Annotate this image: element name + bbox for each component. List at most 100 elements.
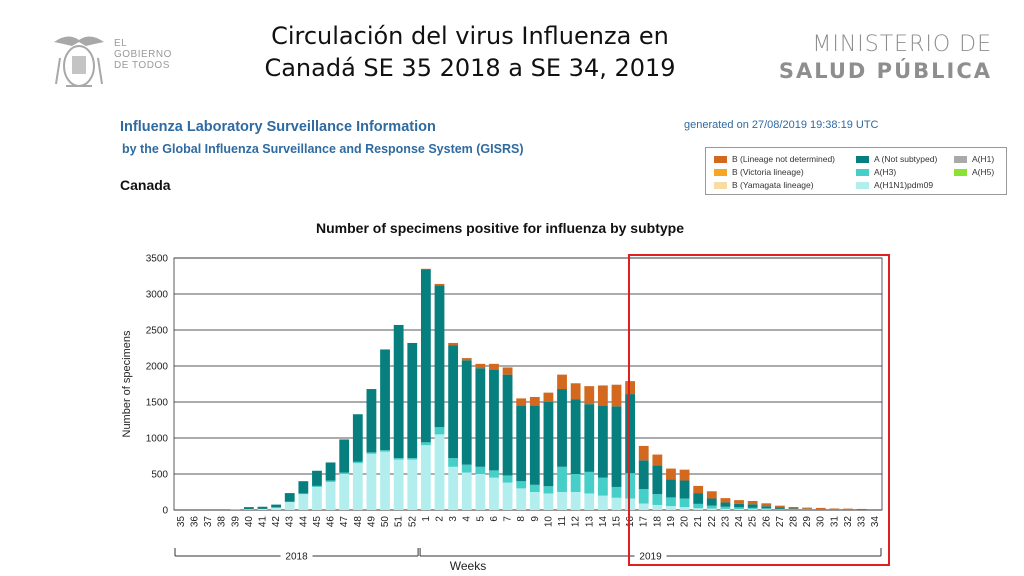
bar-segment [625, 498, 636, 510]
x-tick-label: 32 [843, 516, 854, 528]
bar-segment [679, 480, 690, 499]
bar-segment [720, 502, 731, 507]
bar-segment [625, 394, 636, 474]
gobierno-logo: EL GOBIERNO DE TODOS [48, 28, 178, 98]
bar-segment [448, 342, 459, 346]
bar-segment [366, 453, 377, 510]
highlight-box [628, 254, 890, 566]
bar-segment [325, 481, 336, 510]
x-tick-label: 37 [203, 516, 214, 528]
bar-segment [584, 471, 595, 494]
x-tick-label: 48 [353, 516, 364, 528]
y-tick-label: 3500 [146, 254, 169, 265]
x-tick-label: 1 [421, 516, 432, 522]
bar-segment [652, 465, 663, 495]
bar-segment [584, 386, 595, 405]
plot-frame [173, 257, 883, 511]
report-subheading: by the Global Influenza Surveillance and… [122, 142, 524, 156]
bar-segment [774, 505, 785, 508]
y-tick-label: 1000 [146, 434, 169, 445]
gobierno-text: EL GOBIERNO DE TODOS [114, 38, 172, 71]
bar-segment [407, 342, 418, 459]
legend-swatch [714, 168, 727, 176]
bar-segment [434, 285, 445, 428]
bar-segment [611, 406, 622, 487]
country-label: Canada [120, 177, 171, 193]
x-tick-label: 35 [176, 516, 187, 528]
bar-segment [693, 493, 704, 504]
bar-segment [489, 363, 499, 370]
x-tick-label: 46 [326, 516, 337, 528]
ecuador-coat-of-arms-icon [54, 36, 104, 87]
bar-segment [475, 368, 486, 467]
x-tick-label: 47 [339, 516, 350, 528]
bar-segment [434, 427, 445, 435]
bar-segment [243, 507, 254, 510]
bar-segment [706, 498, 717, 506]
bar-segment [489, 477, 499, 510]
bar-segment [298, 494, 309, 510]
y-tick-label: 1500 [146, 398, 169, 409]
bar-segment [584, 404, 595, 472]
ministry-line2: SALUD PÚBLICA [778, 59, 992, 83]
bar-segment [448, 345, 459, 459]
x-tick-label: 34 [870, 516, 881, 528]
bar-segment [380, 451, 390, 510]
x-tick-label: 44 [298, 516, 309, 528]
x-tick-label: 29 [802, 516, 813, 528]
bar-segment [788, 508, 799, 510]
bar-segment [420, 442, 431, 446]
bar-segment [597, 495, 608, 510]
x-tick-label: 42 [271, 516, 282, 528]
bar-segment [774, 507, 785, 509]
bar-segment [788, 506, 799, 509]
bar-segment [543, 392, 554, 402]
bar-segment [312, 470, 322, 486]
ministry-logo: MINISTERIO DE SALUD PÚBLICA [779, 32, 992, 83]
bar-segment [761, 506, 772, 509]
x-axis-label: Weeks [450, 559, 486, 573]
bar-segment [257, 506, 268, 509]
x-tick-label: 45 [312, 516, 323, 528]
x-tick-label: 3 [448, 516, 459, 522]
bar-segment [706, 505, 717, 509]
bar-segment [611, 486, 622, 498]
bar-segment [434, 283, 445, 286]
bar-segment [543, 493, 554, 510]
x-tick-label: 39 [230, 516, 241, 528]
bar-segment [325, 480, 336, 482]
x-tick-label: 17 [639, 516, 650, 528]
bar-segment [761, 503, 772, 507]
bar-segment [339, 474, 350, 510]
bar-segment [543, 402, 554, 487]
bar-segment [461, 464, 472, 473]
legend-swatch [714, 155, 727, 163]
bar-segment [461, 472, 472, 510]
bar-segment [843, 508, 853, 510]
bar-segment [529, 405, 540, 485]
y-tick-label: 2000 [146, 362, 169, 373]
bar-segment [298, 481, 309, 494]
bar-segment [475, 474, 486, 510]
x-tick-label: 25 [748, 516, 759, 528]
bar-segment [774, 508, 785, 510]
bar-segment [352, 463, 363, 510]
bar-segment [502, 367, 513, 375]
bar-segment [597, 405, 608, 478]
bar-segment [529, 396, 540, 406]
bar-segment [325, 462, 336, 481]
bar-segment [761, 508, 772, 510]
bar-segment [802, 507, 813, 509]
bar-segment [312, 486, 322, 510]
legend-swatch [856, 181, 869, 189]
x-tick-label: 36 [189, 516, 200, 528]
bar-segment [570, 383, 581, 400]
bar-segment [611, 384, 622, 407]
x-tick-label: 31 [829, 516, 840, 528]
bar-segment [679, 498, 690, 508]
bar-segment [625, 473, 636, 499]
x-tick-label: 26 [761, 516, 772, 528]
bar-segment [706, 508, 717, 510]
bar-segment [638, 503, 649, 510]
bar-segment [366, 389, 377, 453]
